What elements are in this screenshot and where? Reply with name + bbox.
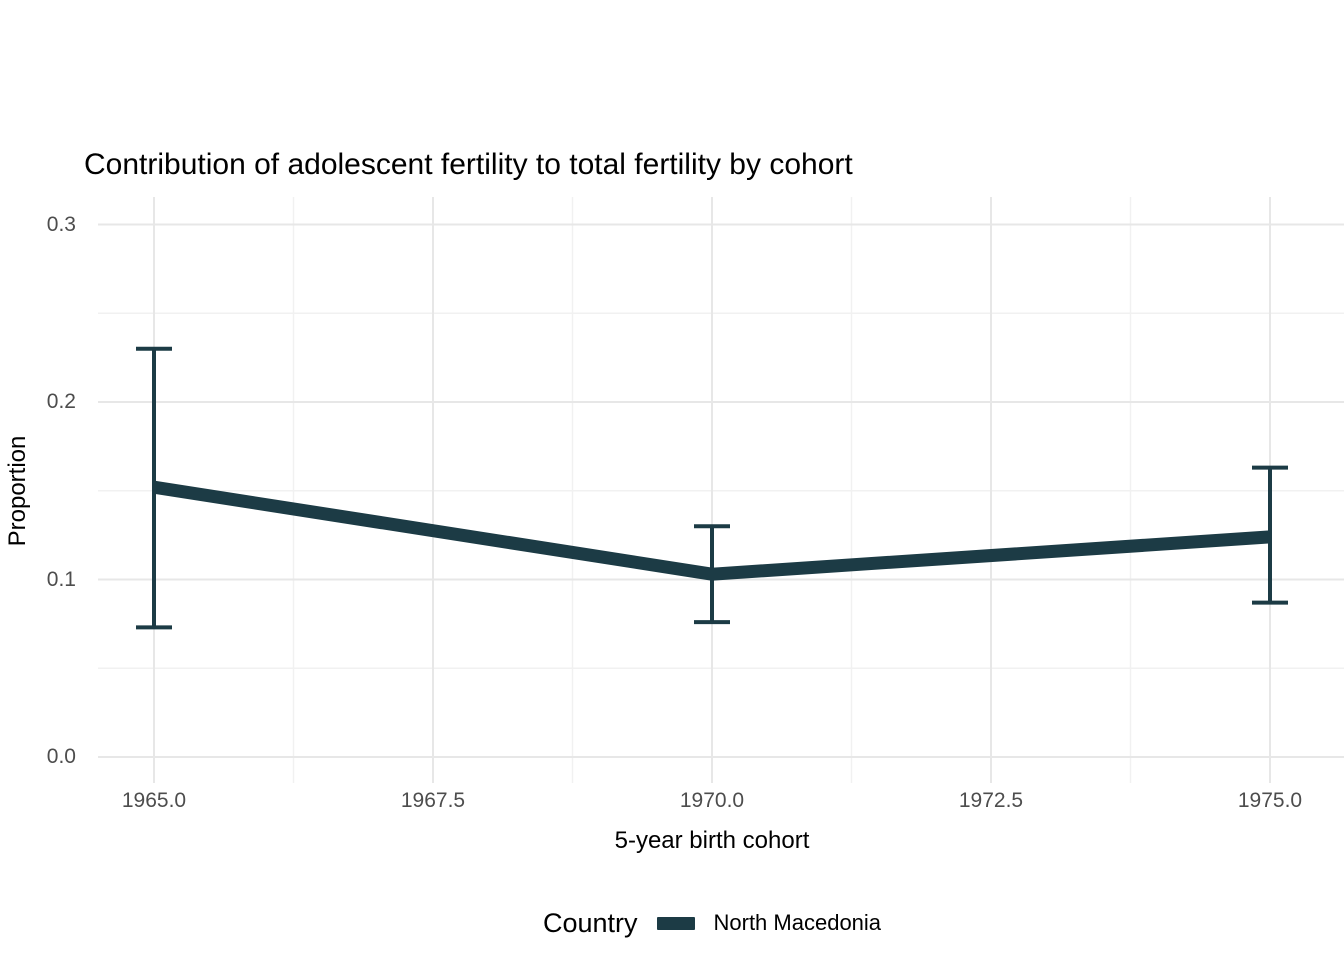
x-tick-label: 1975.0 xyxy=(1237,789,1303,812)
y-tick-label: 0.1 xyxy=(46,567,76,591)
y-axis-title: Proportion xyxy=(4,435,31,547)
legend: Country North Macedonia xyxy=(80,901,1344,945)
y-tick-label: 0.0 xyxy=(46,745,76,768)
x-axis-title: 5-year birth cohort xyxy=(614,827,810,854)
x-tick-label: 1970.0 xyxy=(679,789,745,812)
series-line xyxy=(152,480,1271,581)
legend-swatch-line xyxy=(656,916,695,930)
y-tick-label: 0.2 xyxy=(46,390,76,413)
x-tick-label: 1972.5 xyxy=(958,789,1024,812)
legend-item-label: North Macedonia xyxy=(713,910,882,935)
x-tick-label: 1967.5 xyxy=(400,789,466,812)
legend-title: Country xyxy=(542,907,638,938)
y-tick-label: 0.3 xyxy=(46,212,76,236)
x-tick-label: 1965.0 xyxy=(121,789,187,812)
chart-title: Contribution of adolescent fertility to … xyxy=(84,148,853,181)
